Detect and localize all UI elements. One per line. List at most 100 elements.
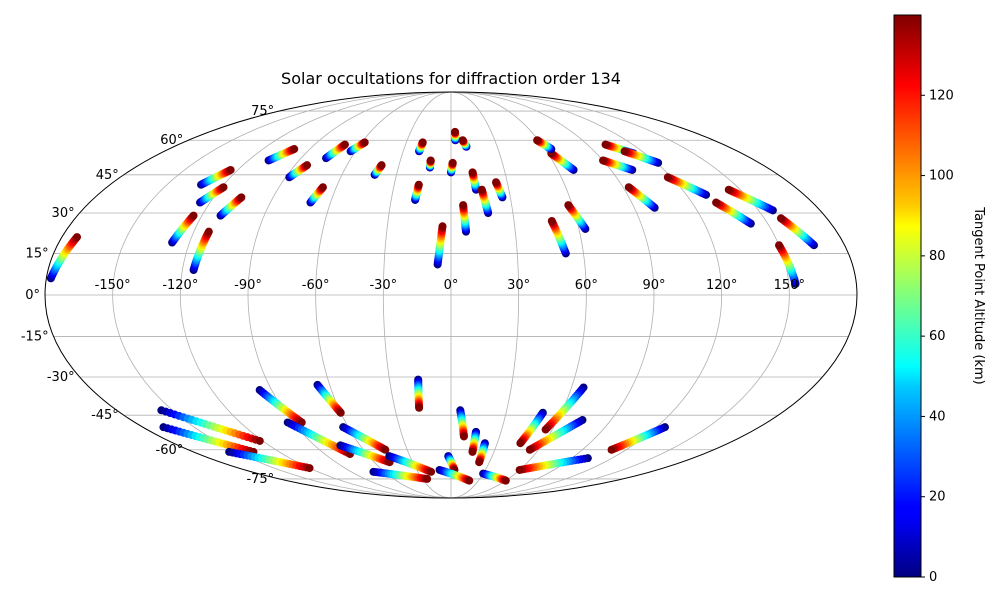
occultation-track xyxy=(516,408,547,448)
occultation-point xyxy=(451,127,460,136)
occultation-track xyxy=(444,452,459,474)
occultation-track xyxy=(370,161,386,179)
occultation-track xyxy=(547,149,578,174)
occultation-point xyxy=(448,158,457,167)
occultation-point xyxy=(775,241,784,250)
latitude-tick-label: -15° xyxy=(21,330,49,345)
occultation-track xyxy=(225,447,314,473)
occultation-tracks xyxy=(46,127,818,485)
longitude-tick-label: 0° xyxy=(444,278,459,293)
occultation-point xyxy=(776,214,785,223)
occultation-point xyxy=(237,193,246,202)
occultation-point xyxy=(525,445,534,454)
grid-meridian xyxy=(450,92,520,498)
occultation-track xyxy=(459,201,470,236)
colorbar-label: Tangent Point Altitude (km) xyxy=(971,206,986,384)
occultation-track xyxy=(196,183,228,207)
longitude-tick-label: 90° xyxy=(642,278,665,293)
occultation-track xyxy=(456,406,468,441)
occultation-point xyxy=(465,476,474,485)
occultation-track xyxy=(435,465,474,485)
occultation-point xyxy=(516,439,525,448)
occultation-track xyxy=(663,173,711,199)
occultation-track xyxy=(339,423,390,454)
occultation-point xyxy=(318,183,327,192)
occultation-point xyxy=(477,185,486,194)
latitude-tick-label: 15° xyxy=(26,246,49,261)
occultation-track xyxy=(369,467,432,483)
occultation-point xyxy=(427,467,436,476)
longitude-tick-label: 150° xyxy=(774,278,805,293)
map-outline xyxy=(44,91,858,499)
longitude-tick-label: -150° xyxy=(95,278,131,293)
colorbar-tick-label: 80 xyxy=(929,249,946,264)
occultation-point xyxy=(219,183,228,192)
occultation-track xyxy=(322,140,349,163)
latitude-tick-label: 30° xyxy=(52,206,75,221)
longitude-tick-label: 120° xyxy=(706,278,737,293)
occultation-point xyxy=(547,216,556,225)
occultation-track xyxy=(451,127,460,145)
occultation-track xyxy=(776,214,818,250)
occultation-track xyxy=(168,211,198,247)
occultation-track xyxy=(492,178,507,202)
longitude-tick-labels: -150° -120° -90° -60° -30° 0° 30° 60° 90° 120° 150… xyxy=(95,278,805,293)
occultation-point xyxy=(303,161,312,170)
occultation-point xyxy=(204,227,213,236)
longitude-tick-label: 60° xyxy=(575,278,598,293)
occultation-point xyxy=(189,211,198,220)
grid-meridian xyxy=(382,92,452,498)
occultation-point xyxy=(468,447,477,456)
map-grid xyxy=(45,92,857,498)
occultation-point xyxy=(492,178,501,187)
occultation-point xyxy=(438,222,447,231)
occultation-track xyxy=(433,222,447,269)
colorbar-tick-label: 0 xyxy=(929,570,937,585)
occultation-track xyxy=(564,201,590,233)
colorbar-tick-label: 120 xyxy=(929,88,954,103)
occultation-track xyxy=(712,198,755,228)
occultation-point xyxy=(423,474,432,483)
occultation-point xyxy=(475,458,484,467)
occultation-point xyxy=(601,140,610,149)
occultation-point xyxy=(458,136,467,145)
occultation-point xyxy=(340,140,349,149)
occultation-point xyxy=(620,147,629,156)
occultation-point xyxy=(624,183,633,192)
occultation-track xyxy=(620,147,663,167)
longitude-tick-label: 30° xyxy=(507,278,530,293)
occultation-point xyxy=(564,201,573,210)
occultation-point xyxy=(426,156,435,165)
occultation-point xyxy=(73,233,82,242)
colorbar: 0 20 40 60 80 100 120 Tangent Point Altitude (… xyxy=(893,14,986,585)
latitude-tick-label: -45° xyxy=(91,408,119,423)
colorbar-tick-label: 20 xyxy=(929,490,946,505)
occultation-point xyxy=(607,445,616,454)
occultation-track xyxy=(447,158,457,177)
occultation-point xyxy=(414,180,423,189)
occultation-point xyxy=(459,201,468,210)
occultation-track xyxy=(547,216,570,258)
latitude-tick-label: -30° xyxy=(47,370,75,385)
occultation-point xyxy=(541,425,550,434)
occultation-track xyxy=(264,145,299,165)
grid-meridian xyxy=(450,92,723,498)
longitude-tick-label: -120° xyxy=(162,278,198,293)
grid-meridian xyxy=(450,92,655,498)
occultation-track xyxy=(541,383,588,434)
occultation-track xyxy=(255,386,306,427)
occultation-point xyxy=(255,436,264,445)
longitude-tick-label: -30° xyxy=(369,278,397,293)
occultation-track xyxy=(479,469,510,485)
chart-title: Solar occultations for diffraction order… xyxy=(281,69,621,88)
occultation-track xyxy=(415,138,427,156)
occultation-point xyxy=(501,476,510,485)
occultation-track xyxy=(197,165,235,189)
colorbar-tick-label: 60 xyxy=(929,329,946,344)
latitude-tick-label: 60° xyxy=(160,133,183,148)
occultation-track xyxy=(775,241,800,288)
occultation-track xyxy=(724,185,777,215)
occultation-track xyxy=(458,136,471,151)
occultation-track xyxy=(599,156,637,174)
